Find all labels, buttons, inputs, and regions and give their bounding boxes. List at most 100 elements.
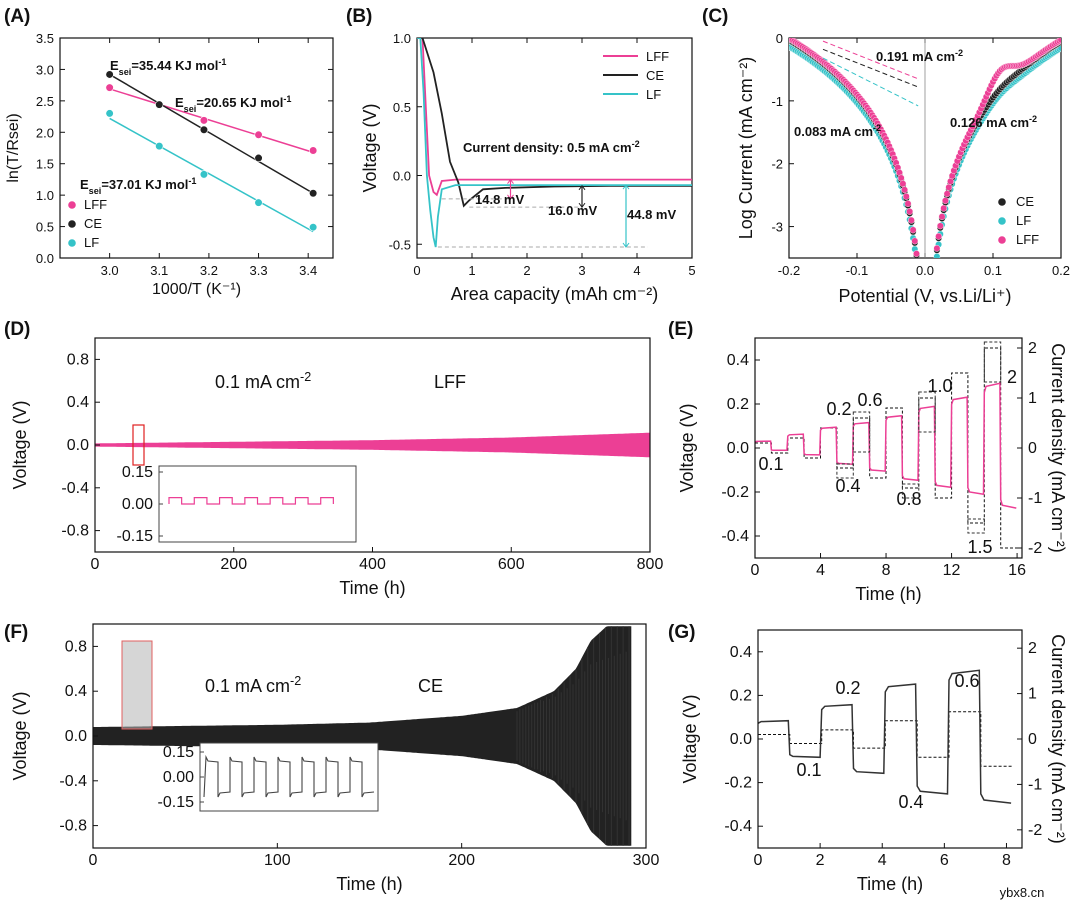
panel-b-plot-area [417, 38, 692, 248]
panel-f-xtick-label: 300 [633, 852, 660, 869]
data-point-lf [105, 109, 114, 118]
panel-e-y2tick-label: 1 [1028, 390, 1037, 407]
text-span: -2 [1029, 114, 1037, 124]
panel-c-xtick-label: 0.1 [984, 263, 1002, 278]
panel-a-ytick-label: 2.0 [36, 125, 54, 140]
tafel-point-lff [942, 197, 949, 205]
panel-b-ylabel: Voltage (V) [360, 103, 380, 192]
overpotential-label-lf: 44.8 mV [627, 207, 676, 222]
voltage-response-e [754, 382, 1017, 509]
current-density-label-f: 0.1 mA cm-2 [205, 674, 301, 696]
inset-d-ytick-label: 0.00 [122, 496, 153, 513]
panel-b-ytick-label: 0.0 [393, 169, 411, 184]
panel-e-y2label: Current density (mA cm⁻²) [1048, 343, 1068, 553]
panel-g-xtick-label: 0 [754, 852, 763, 869]
legend-label-lf: LF [1016, 213, 1031, 228]
current-step-label-e: 1.5 [967, 537, 992, 557]
tafel-point-lff [897, 174, 905, 182]
panel-g-y2tick-label: -2 [1028, 822, 1042, 839]
text-span: 0.083 mA cm [794, 124, 873, 139]
panel-g-xtick-label: 8 [1002, 852, 1011, 869]
panel-b-ytick-label: 0.5 [393, 100, 411, 115]
watermark-text: ybx8.cn [1000, 885, 1045, 900]
text-span: sei [184, 104, 197, 114]
text-span: E [175, 95, 184, 110]
tafel-point-lff [909, 226, 917, 234]
text-span: Current density: 0.5 mA cm [463, 140, 632, 155]
data-point-lff [309, 146, 318, 155]
series-label-d: LFF [434, 372, 466, 392]
panel-d-xtick-label: 400 [359, 556, 386, 573]
data-point-lff [105, 83, 114, 92]
panel-a-ytick-label: 1.5 [36, 157, 54, 172]
panel-c-ytick-label: -2 [771, 157, 783, 172]
panel-g-y2tick-label: 2 [1028, 640, 1037, 657]
panel-c-xtick-label: -0.1 [846, 263, 868, 278]
fit-line-lff [109, 88, 314, 154]
panel-b-xtick-label: 0 [413, 263, 420, 278]
panel-g-xtick-label: 4 [878, 852, 887, 869]
tafel-point-lff [935, 232, 942, 240]
overpotential-arrow-ce-tail [578, 202, 586, 208]
tafel-point-lff [901, 186, 908, 194]
fit-line-ce [109, 73, 314, 194]
text-span: -1 [188, 176, 196, 186]
panel-d-ytick-label: 0.4 [67, 394, 89, 411]
panel-d-ytick-label: 0.8 [67, 351, 89, 368]
panel-d-ylabel: Voltage (V) [10, 400, 30, 489]
panel-d-ytick-label: -0.8 [61, 523, 89, 540]
tafel-point-lff [936, 222, 944, 230]
current-step-label-e: 0.8 [896, 489, 921, 509]
text-span: 0.126 mA cm [950, 115, 1029, 130]
panel-a-xtick-label: 3.0 [101, 263, 119, 278]
panel-label-a: (A) [4, 6, 30, 27]
activation-energy-label-ce: Esei=35.44 KJ mol-1 [110, 57, 227, 77]
data-point-ce [254, 153, 263, 163]
tafel-point-lff [906, 208, 914, 215]
panel-c-ytick-label: 0 [776, 31, 783, 46]
legend-label-lf: LF [646, 87, 661, 102]
overpotential-arrow-lff-head [507, 178, 514, 184]
legend-label-ce: CE [84, 216, 102, 231]
exchange-current-label-lf: 0.083 mA cm-2 [794, 123, 881, 139]
panel-g-xtick-label: 6 [940, 852, 949, 869]
panel-c-ytick-label: -1 [771, 94, 783, 109]
voltage-curve-lf [417, 38, 692, 248]
inset-f-ytick-label: 0.15 [163, 744, 194, 761]
panel-f-xtick-label: 100 [264, 852, 291, 869]
panel-d-xtick-label: 600 [498, 556, 525, 573]
inset-f-ytick-label: 0.00 [163, 769, 194, 786]
exchange-current-label-lff: 0.191 mA cm-2 [876, 48, 963, 64]
series-label-f: CE [418, 676, 443, 696]
voltage-response-g [757, 669, 1012, 804]
panel-d-xtick-label: 800 [637, 556, 664, 573]
legend-label-lff: LFF [84, 197, 107, 212]
panel-g-y2tick-label: 0 [1028, 731, 1037, 748]
current-step-label-g: 0.4 [898, 792, 923, 812]
tafel-point-lff [911, 237, 919, 245]
panel-d-xlabel: Time (h) [339, 578, 405, 598]
step-highlight-box [918, 391, 936, 433]
inset-f-ytick-label: -0.15 [158, 794, 195, 811]
panel-label-f: (F) [4, 622, 28, 643]
panel-label-c: (C) [702, 6, 728, 27]
fit-line-lf [109, 117, 314, 233]
panel-a-ytick-label: 0.5 [36, 220, 54, 235]
current-step-label-g: 0.6 [954, 671, 979, 691]
panel-g-xtick-label: 2 [816, 852, 825, 869]
data-point-lf [199, 170, 209, 179]
text-span: 0.1 mA cm [215, 372, 300, 392]
panel-g-ylabel: Voltage (V) [680, 694, 700, 783]
tafel-point-lff [904, 200, 912, 208]
data-point-lf [309, 223, 318, 232]
overpotential-arrow-lf-tail [622, 242, 630, 248]
panel-a-ylabel: ln(T/Rsei) [5, 113, 22, 182]
data-point-ce [309, 189, 318, 198]
overpotential-arrow-lff-tail [507, 194, 514, 200]
current-step-label-e: 0.4 [835, 476, 860, 496]
current-step-label-g: 0.2 [835, 678, 860, 698]
panel-e-y2tick-label: 2 [1028, 340, 1037, 357]
tafel-fit-lf [822, 57, 919, 107]
panel-b-frame [416, 37, 693, 259]
